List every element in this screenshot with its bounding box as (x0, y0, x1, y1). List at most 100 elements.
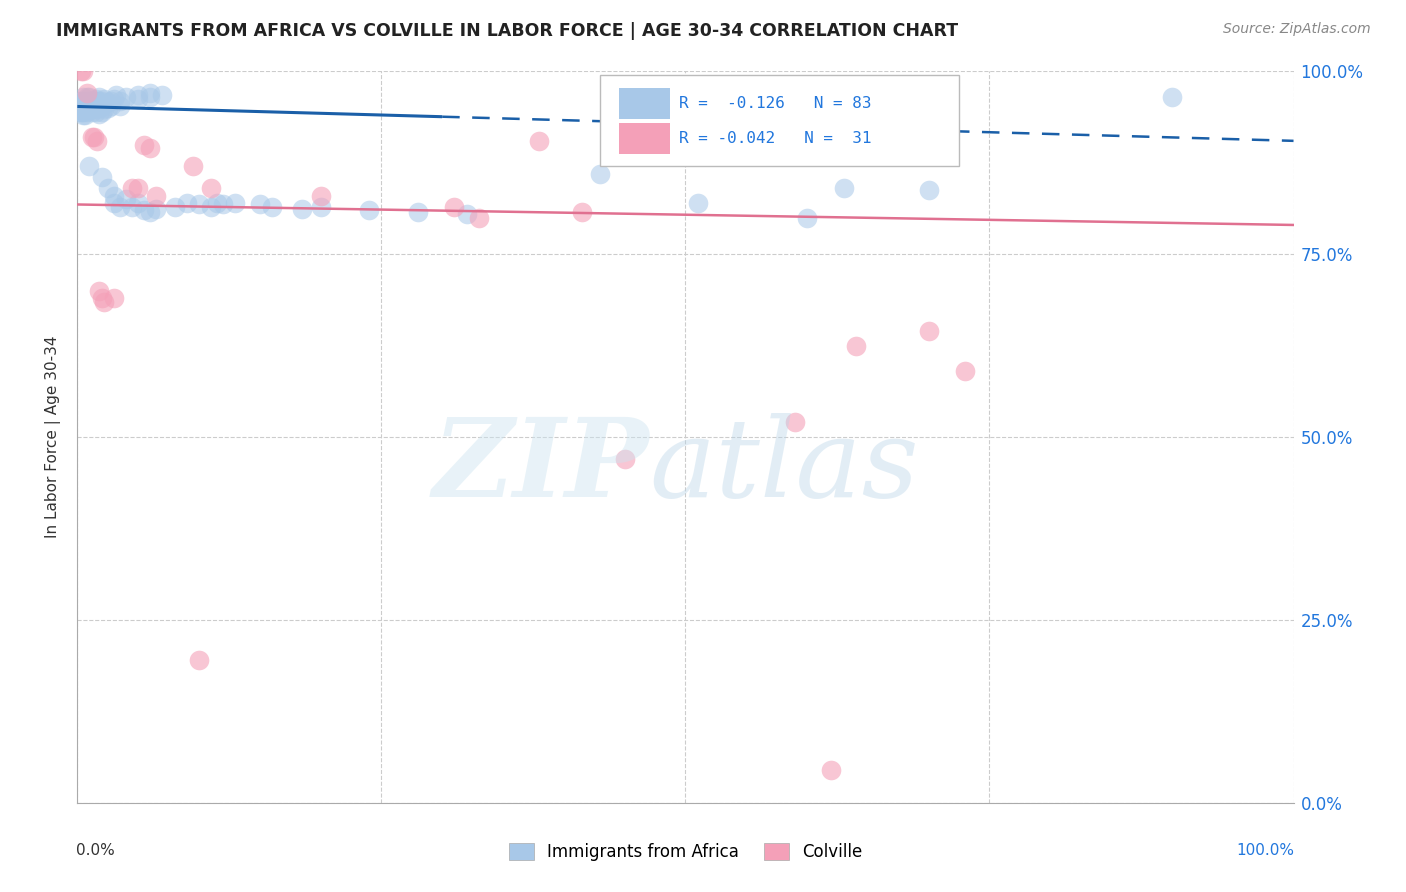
Point (83, 101, 105, 115)
Point (918, 183, 941, 197)
Point (84, 97, 107, 112)
Point (90, 99, 112, 113)
Point (82, 97, 104, 112)
Point (571, 204, 593, 219)
Text: R =  -0.126   N = 83: R = -0.126 N = 83 (679, 96, 872, 111)
Point (115, 90, 138, 104)
Point (90, 94, 112, 108)
Point (205, 196, 228, 211)
Point (406, 204, 429, 219)
Point (224, 196, 246, 211)
Point (87, 94, 110, 108)
Point (589, 167, 612, 181)
Point (152, 87, 174, 102)
Point (79, 103, 101, 117)
Point (82, 103, 104, 117)
Point (93, 294, 115, 309)
Point (70, 104, 93, 119)
Point (79, 97, 101, 112)
Point (70, 94, 93, 108)
Point (86, 95, 108, 109)
Point (84, 104, 107, 119)
Point (72, 64, 94, 78)
Point (73, 108, 96, 122)
Point (89, 101, 111, 115)
Point (70, 94, 93, 108)
Point (89, 95, 111, 109)
Point (86, 101, 108, 115)
Point (90, 170, 112, 185)
Point (953, 364, 976, 378)
Text: ZIP: ZIP (432, 413, 650, 520)
Point (139, 141, 162, 155)
Point (84, 92, 107, 106)
Point (90, 291, 112, 305)
Text: 0.0%: 0.0% (76, 843, 115, 858)
Point (70, 104, 93, 119)
Point (1161, 90, 1184, 104)
Point (845, 338, 868, 352)
Point (176, 196, 198, 211)
Point (72, 101, 94, 115)
Point (76, 90, 98, 104)
Point (108, 200, 131, 214)
Point (72, 104, 94, 119)
Point (139, 204, 162, 219)
Point (89, 107, 111, 121)
Point (79, 160, 101, 174)
Text: R = -0.042   N =  31: R = -0.042 N = 31 (679, 131, 872, 146)
Point (108, 94, 131, 108)
Point (145, 188, 167, 202)
Point (918, 324, 941, 338)
Point (75, 99, 97, 113)
FancyBboxPatch shape (619, 123, 669, 154)
Point (188, 197, 211, 211)
Point (127, 196, 149, 211)
Point (93, 103, 115, 117)
Point (80, 130, 103, 145)
Point (97, 95, 120, 109)
Point (77, 99, 100, 113)
Point (163, 200, 186, 214)
Point (103, 291, 125, 305)
Text: atlas: atlas (650, 413, 918, 520)
Text: Source: ZipAtlas.com: Source: ZipAtlas.com (1223, 22, 1371, 37)
Point (105, 87, 128, 102)
Point (80, 95, 103, 109)
FancyBboxPatch shape (619, 88, 669, 119)
Point (443, 200, 465, 214)
Point (70, 97, 93, 112)
Point (103, 196, 125, 211)
Point (200, 181, 222, 195)
Point (121, 200, 143, 214)
Point (83, 94, 105, 108)
Point (783, 416, 806, 430)
Point (200, 200, 222, 214)
Point (72, 108, 94, 122)
Point (820, 763, 842, 777)
Point (76, 87, 98, 101)
Point (100, 94, 122, 108)
Point (72, 90, 94, 104)
Point (76, 101, 98, 115)
Point (97, 101, 120, 115)
Point (181, 160, 204, 174)
Point (72, 97, 94, 112)
Legend: Immigrants from Africa, Colville: Immigrants from Africa, Colville (502, 836, 869, 868)
Point (188, 653, 211, 667)
Point (249, 197, 271, 211)
Point (80, 104, 103, 119)
Point (80, 94, 103, 108)
Point (80, 99, 103, 113)
Point (89, 90, 111, 104)
Point (127, 87, 149, 102)
Point (80, 101, 103, 115)
Point (90, 104, 112, 119)
Point (93, 97, 115, 112)
Point (86, 134, 108, 148)
Point (75, 94, 97, 108)
Text: 100.0%: 100.0% (1237, 843, 1295, 858)
FancyBboxPatch shape (600, 75, 959, 167)
Point (134, 203, 156, 218)
Point (291, 202, 314, 216)
